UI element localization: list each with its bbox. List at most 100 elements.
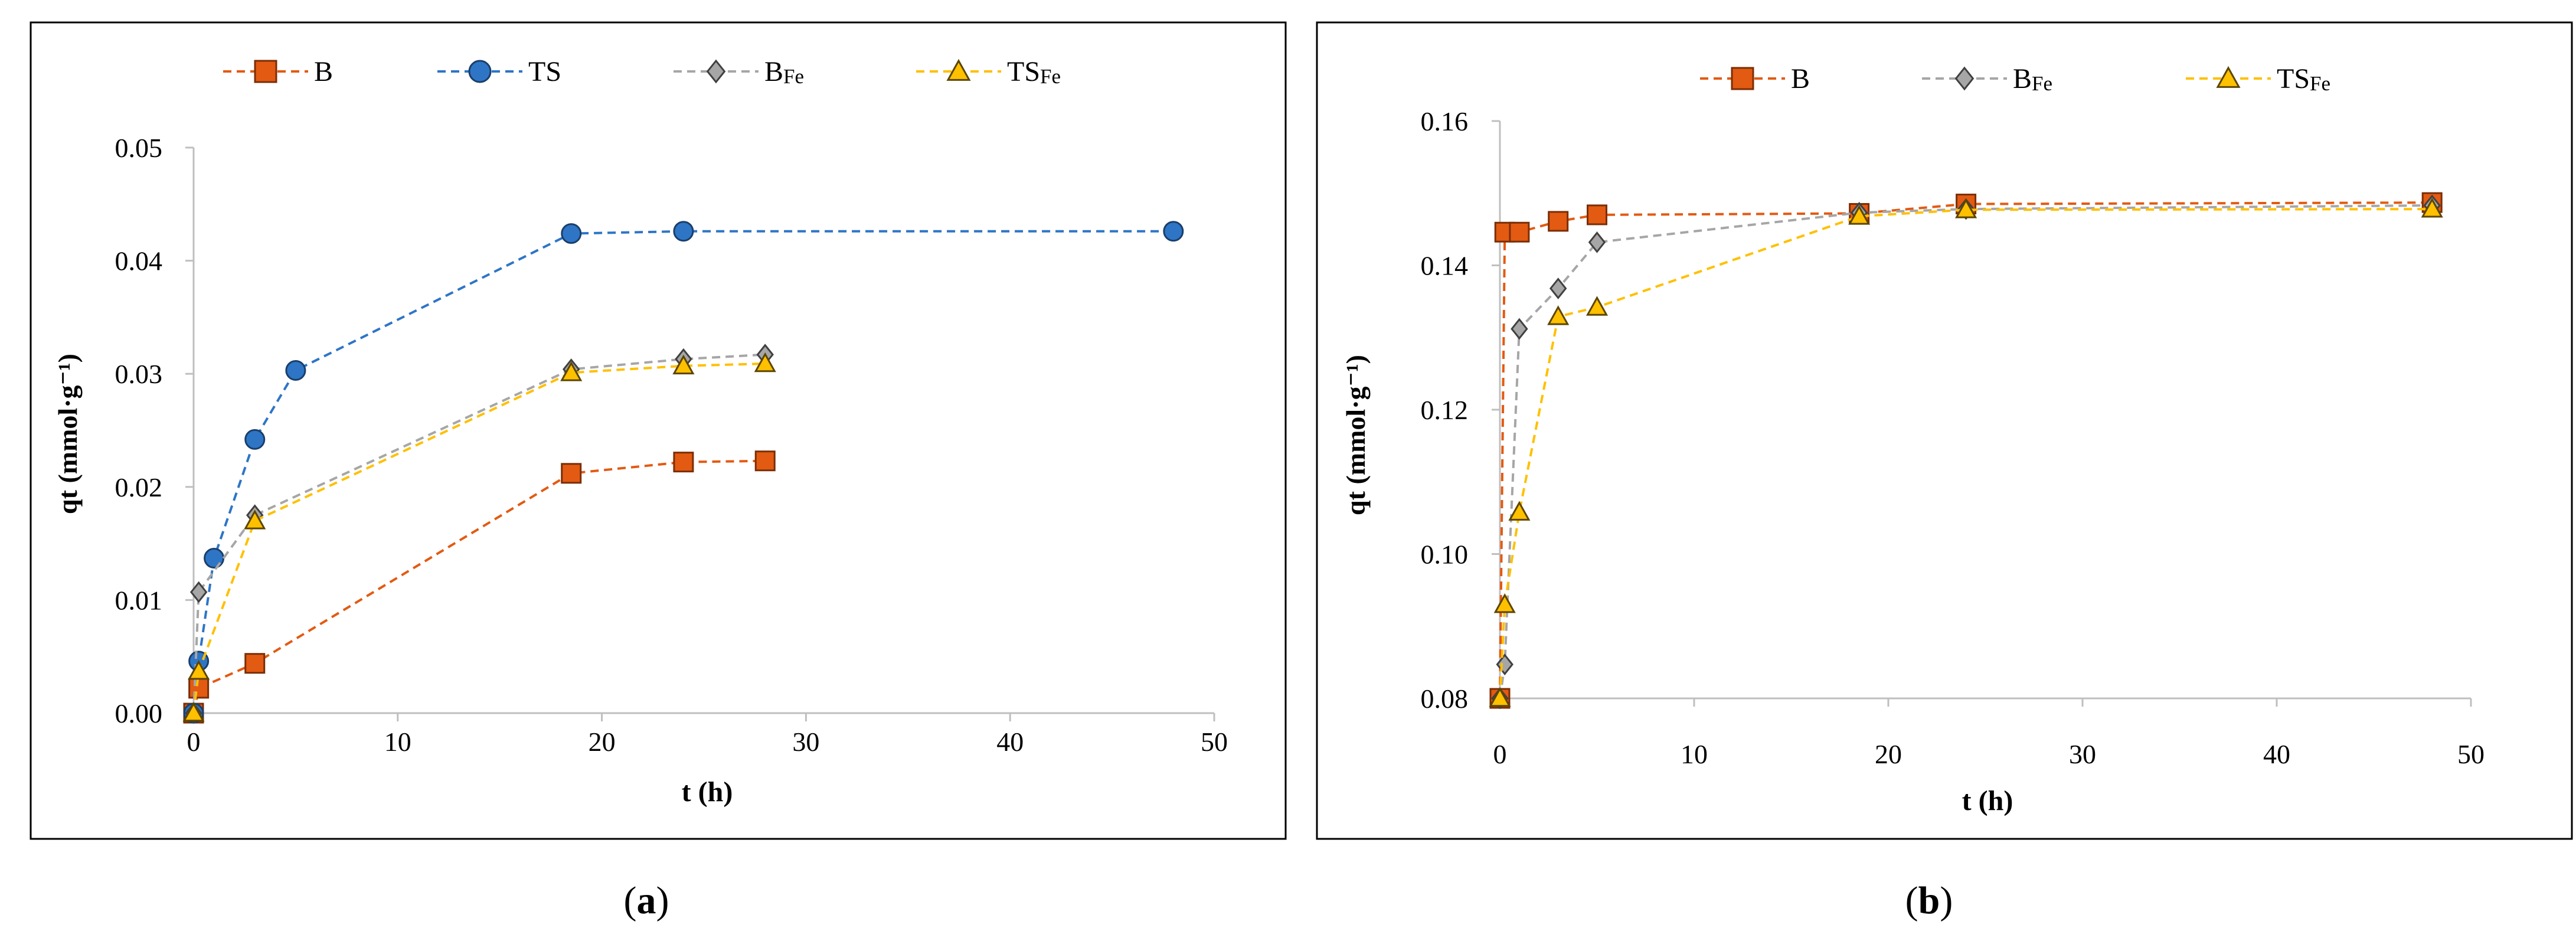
x-tick-label: 50: [1201, 727, 1228, 757]
y-tick-label: 0.08: [1421, 684, 1469, 714]
panel-b-plot: 0.08 0.10 0.12 0.14 0.16 0 10 20 30 40 50: [1421, 106, 2485, 769]
series-ts-point: [561, 223, 582, 244]
x-tick-label: 10: [1681, 739, 1708, 769]
y-tick-label: 0.02: [115, 472, 163, 502]
panel-b-frame: [1316, 21, 2573, 840]
series-b-point: [1509, 221, 1530, 243]
legend-label: TS: [528, 56, 561, 87]
legend-item-tsfe: TSFe: [916, 56, 1061, 88]
series-tsfe-point: [2421, 198, 2443, 218]
legend-swatch-marker: [946, 58, 971, 81]
panel-a-plot: 0.00 0.01 0.02 0.03 0.04 0.05 0 10 20 30 40 50: [115, 133, 1228, 757]
panel-a-legend: B TS BFe TSFe: [223, 56, 1061, 88]
series-tsfe-point: [754, 352, 776, 373]
panel-a-caption: (a): [624, 879, 669, 922]
x-tick-label: 50: [2457, 739, 2485, 769]
y-tick-label: 0.16: [1421, 106, 1469, 136]
y-tick-label: 0.12: [1421, 395, 1469, 425]
series-ts-point: [244, 429, 266, 450]
series-bfe-point: [1588, 231, 1606, 253]
panel-b: B BFe TSFe 0.08 0.10 0.12 0.14 0.16 0 10 20 30 40 50…: [1316, 21, 2573, 922]
panel-b-xlabel: t (h): [1962, 785, 2013, 816]
panel-a-ylabel: qt (mmol·g⁻¹): [53, 354, 83, 514]
legend-swatch-marker: [254, 60, 277, 83]
panel-b-caption-letter: b: [1918, 879, 1940, 922]
legend-item-b: B: [223, 56, 333, 87]
x-tick-label: 30: [2069, 739, 2096, 769]
series-b-point: [188, 678, 210, 699]
series-tsfe-point: [1955, 198, 1977, 218]
panel-b-legend: B BFe TSFe: [1700, 63, 2330, 95]
series-b-point: [244, 653, 266, 674]
x-tick-label: 20: [589, 727, 616, 757]
series-b-point: [1587, 204, 1607, 226]
series-tsfe: [1489, 198, 2443, 707]
legend-item-ts: TS: [437, 56, 561, 87]
legend-label: BFe: [2013, 63, 2052, 95]
series-tsfe-point: [1848, 205, 1871, 225]
panel-b-caption: (b): [1905, 879, 1953, 922]
series-b-point: [673, 452, 694, 473]
y-tick-label: 0.03: [115, 359, 163, 389]
x-tick-label: 20: [1875, 739, 1902, 769]
legend-label: B: [314, 56, 333, 87]
series-tsfe-point: [672, 354, 695, 375]
series-bfe-line: [192, 353, 766, 714]
legend-item-bfe: BFe: [674, 56, 804, 88]
legend-item-tsfe: TSFe: [2186, 63, 2330, 95]
legend-swatch-marker: [1954, 66, 1975, 91]
series-ts-point: [285, 360, 306, 381]
series-bfe-point: [1511, 318, 1528, 340]
series-tsfe-line: [1499, 208, 2433, 699]
legend-label: TSFe: [2277, 63, 2330, 95]
series-b-point: [754, 450, 776, 472]
legend-item-bfe: BFe: [1922, 63, 2052, 95]
series-tsfe-point: [1586, 296, 1609, 316]
series-ts-line: [192, 230, 1173, 714]
y-tick-label: 0.10: [1421, 540, 1469, 570]
series-tsfe-point: [560, 361, 583, 381]
legend-item-b: B: [1700, 63, 1810, 94]
x-tick-label: 0: [187, 727, 201, 757]
panel-a: B TS BFe TSFe 0.00 0.01 0.02 0.03 0.04 0.05 0 10 20…: [30, 21, 1287, 922]
series-ts-point: [204, 548, 225, 569]
series-bfe-point: [1496, 654, 1513, 675]
legend-label: B: [1791, 63, 1810, 94]
y-tick-label: 0.01: [115, 585, 163, 615]
panel-a-caption-letter: a: [637, 879, 656, 922]
y-tick-label: 0.04: [115, 246, 163, 276]
series-tsfe-point: [1547, 305, 1570, 325]
x-tick-label: 40: [996, 727, 1024, 757]
y-tick-label: 0.05: [115, 133, 163, 163]
series-b-point: [561, 463, 582, 484]
series-b-point: [1548, 211, 1569, 232]
series-tsfe-point: [244, 509, 266, 530]
legend-label: TSFe: [1007, 56, 1061, 88]
series-ts-point: [673, 221, 694, 242]
panel-b-ylabel: qt (mmol·g⁻¹): [1341, 355, 1371, 515]
legend-swatch-marker: [468, 60, 492, 83]
series-tsfe-point: [1508, 501, 1531, 521]
legend-swatch-marker: [2216, 66, 2241, 88]
series-tsfe-point: [182, 701, 205, 722]
y-tick-label: 0.14: [1421, 251, 1469, 281]
x-tick-label: 40: [2263, 739, 2290, 769]
y-tick-label: 0.00: [115, 698, 163, 728]
x-tick-label: 30: [792, 727, 819, 757]
panel-a-frame: [30, 21, 1287, 840]
series-tsfe-point: [1489, 687, 1511, 707]
panel-a-xlabel: t (h): [682, 776, 733, 808]
legend-swatch-marker: [1731, 67, 1754, 90]
x-tick-label: 0: [1493, 739, 1507, 769]
series-tsfe: [182, 352, 776, 722]
series-ts-point: [1163, 221, 1184, 242]
legend-label: BFe: [764, 56, 804, 88]
series-tsfe-point: [1493, 593, 1516, 613]
x-tick-label: 10: [384, 727, 411, 757]
legend-swatch-marker: [706, 59, 726, 84]
series-tsfe-point: [188, 660, 210, 680]
series-bfe-point: [1549, 277, 1567, 300]
series-bfe-point: [189, 581, 208, 603]
